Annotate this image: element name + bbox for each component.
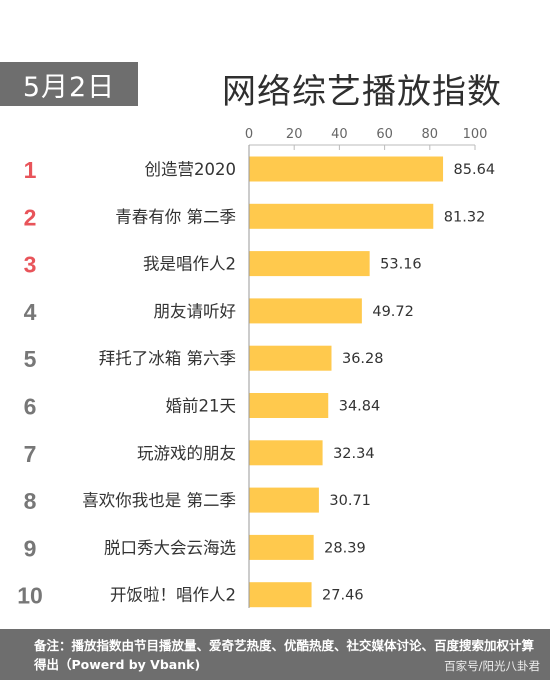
value-label: 32.34 [333,446,375,462]
bar [249,251,370,277]
category-label: 喜欢你我也是 第二季 [82,491,236,510]
source-credit: 百家号/阳光八卦君 [444,659,540,673]
bar [249,534,314,560]
category-label: 拜托了冰箱 第六季 [99,349,236,368]
rank-number: 5 [24,346,37,372]
footnote: 备注：播放指数由节目播放量、爱奇艺热度、优酷热度、社交媒体讨论、百度搜索加权计算… [34,638,535,672]
date-badge: 5月2日 [0,62,138,106]
x-tick-label: 60 [376,127,393,142]
rank-number: 6 [24,394,37,420]
footer: 备注：播放指数由节目播放量、爱奇艺热度、优酷热度、社交媒体讨论、百度搜索加权计算… [0,629,550,680]
value-label: 36.28 [342,351,384,367]
category-label: 我是唱作人2 [143,255,236,274]
category-label: 青春有你 第二季 [115,207,236,226]
rank-number: 1 [24,157,37,183]
value-label: 85.64 [454,162,496,178]
category-label: 开饭啦！唱作人2 [110,586,236,605]
bar [249,487,319,513]
x-tick-label: 0 [245,127,253,142]
bar-chart: 0 20 40 60 80 100 85.64 创造营2020 1 81.32 青春有你 第二季 2… [17,127,496,609]
value-label: 34.84 [339,399,381,415]
x-tick-label: 20 [286,127,303,142]
x-tick-label: 100 [463,127,488,142]
bar [249,393,329,418]
value-label: 28.39 [324,540,366,556]
bar [249,582,312,608]
x-tick-label: 40 [331,127,348,142]
value-label: 53.16 [380,257,422,273]
x-axis: 0 20 40 60 80 100 [245,127,488,608]
rank-number: 4 [24,299,37,325]
category-label: 玩游戏的朋友 [137,444,236,463]
rank-number: 7 [24,441,37,467]
chart-title: 网络综艺播放指数 [222,72,502,112]
rank-number: 3 [24,252,37,278]
category-label: 婚前21天 [166,397,237,416]
bar [249,345,332,371]
x-tick-label: 80 [422,127,439,142]
category-label: 朋友请听好 [154,302,237,321]
bar [249,298,362,324]
rank-number: 9 [24,535,37,561]
rank-number: 2 [24,204,37,230]
bar [249,156,444,182]
category-label: 创造营2020 [145,160,237,179]
value-label: 49.72 [372,304,414,320]
category-label: 脱口秀大会云海选 [104,538,236,557]
bar [249,440,323,466]
rank-number: 10 [17,583,43,609]
value-label: 30.71 [329,493,371,509]
bar [249,203,434,229]
rank-number: 8 [24,488,37,514]
value-label: 27.46 [322,588,364,604]
value-label: 81.32 [444,209,486,225]
